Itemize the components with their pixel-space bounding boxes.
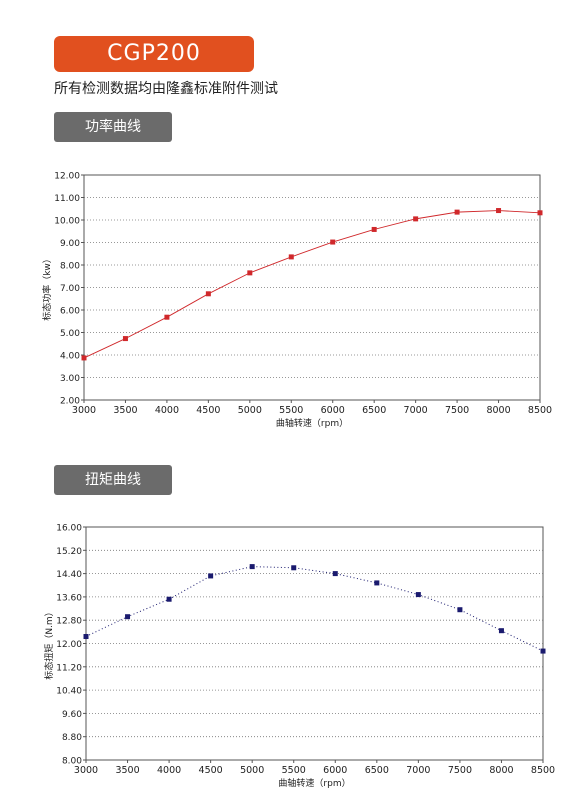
x-tick-label: 4000 (155, 405, 179, 416)
x-tick-label: 6500 (365, 765, 389, 776)
test-note: 所有检测数据均由隆鑫标准附件测试 (54, 81, 278, 97)
torque-curve-section-label: 扭矩曲线 (54, 465, 172, 495)
y-tick-label: 12.00 (56, 640, 82, 650)
x-tick-label: 5500 (282, 765, 306, 776)
x-tick-label: 7000 (404, 405, 428, 416)
data-point (537, 210, 543, 216)
y-tick-label: 12.00 (54, 172, 80, 182)
data-point (83, 634, 89, 640)
x-tick-label: 5000 (240, 765, 264, 776)
data-point (332, 571, 338, 577)
y-axis-label: 标态功率（kw） (41, 254, 53, 321)
x-tick-label: 8500 (528, 405, 552, 416)
data-point (205, 291, 211, 297)
y-tick-label: 8.00 (62, 757, 82, 767)
x-tick-label: 8000 (486, 405, 510, 416)
data-point (371, 226, 377, 232)
data-point (454, 209, 460, 215)
y-tick-label: 5.00 (60, 329, 80, 339)
x-tick-label: 7500 (445, 405, 469, 416)
data-point (415, 592, 421, 598)
data-point (374, 580, 380, 586)
data-point (288, 254, 294, 260)
data-point (457, 607, 463, 613)
data-point (125, 614, 131, 620)
y-tick-label: 9.60 (62, 710, 82, 720)
x-tick-label: 3500 (115, 765, 139, 776)
x-tick-label: 5000 (238, 405, 262, 416)
model-badge: CGP200 (54, 36, 254, 72)
series-line (83, 210, 541, 359)
power-curve-chart: 2.00 3.00 4.00 5.00 6.00 7.00 8.00 9.00 10.00 11.… (41, 172, 552, 430)
y-tick-label: 8.80 (62, 733, 82, 743)
x-tick-label: 4500 (199, 765, 223, 776)
x-tick-label: 4000 (157, 765, 181, 776)
y-tick-label: 2.00 (60, 397, 80, 407)
y-tick-label: 11.20 (56, 663, 82, 673)
x-tick-label: 3000 (72, 405, 96, 416)
y-tick-label: 16.00 (56, 524, 82, 534)
data-point (496, 208, 502, 214)
y-tick-label: 13.60 (56, 593, 82, 603)
y-tick-label: 10.00 (54, 217, 80, 227)
x-tick-label: 6000 (323, 765, 347, 776)
x-tick-label: 6000 (321, 405, 345, 416)
y-tick-label: 15.20 (56, 547, 82, 557)
y-tick-label: 4.00 (60, 352, 80, 362)
data-point (413, 216, 419, 222)
x-tick-label: 6500 (362, 405, 386, 416)
data-point (164, 314, 170, 320)
y-tick-label: 12.80 (56, 617, 82, 627)
data-point (81, 355, 87, 361)
power-curve-section-label: 功率曲线 (54, 112, 172, 142)
y-tick-label: 8.00 (60, 262, 80, 272)
y-tick-label: 3.00 (60, 374, 80, 384)
y-tick-label: 14.40 (56, 570, 82, 580)
x-axis-label: 曲轴转速（rpm） (276, 417, 348, 429)
data-point (291, 565, 297, 571)
series-line (85, 566, 544, 652)
data-point (247, 270, 253, 276)
data-point (208, 573, 214, 579)
data-point (498, 628, 504, 634)
data-point (122, 336, 128, 342)
x-tick-label: 7500 (448, 765, 472, 776)
y-axis-label: 标态扭矩（N.m） (43, 607, 55, 679)
data-point (540, 648, 546, 654)
y-tick-label: 11.00 (54, 194, 80, 204)
data-point (166, 596, 172, 602)
data-point (330, 239, 336, 245)
x-tick-label: 3000 (74, 765, 98, 776)
y-tick-label: 7.00 (60, 284, 80, 294)
x-tick-label: 7000 (406, 765, 430, 776)
x-tick-label: 3500 (113, 405, 137, 416)
y-tick-label: 6.00 (60, 307, 80, 317)
x-tick-label: 8500 (531, 765, 555, 776)
y-tick-label: 9.00 (60, 239, 80, 249)
data-point (249, 564, 255, 570)
x-tick-label: 4500 (196, 405, 220, 416)
x-tick-label: 5500 (279, 405, 303, 416)
y-tick-label: 10.40 (56, 687, 82, 697)
x-axis-label: 曲轴转速（rpm） (278, 777, 350, 789)
torque-curve-chart: 8.00 8.80 9.60 10.40 11.20 12.00 12.80 13.60 14.… (43, 524, 555, 790)
x-tick-label: 8000 (489, 765, 513, 776)
